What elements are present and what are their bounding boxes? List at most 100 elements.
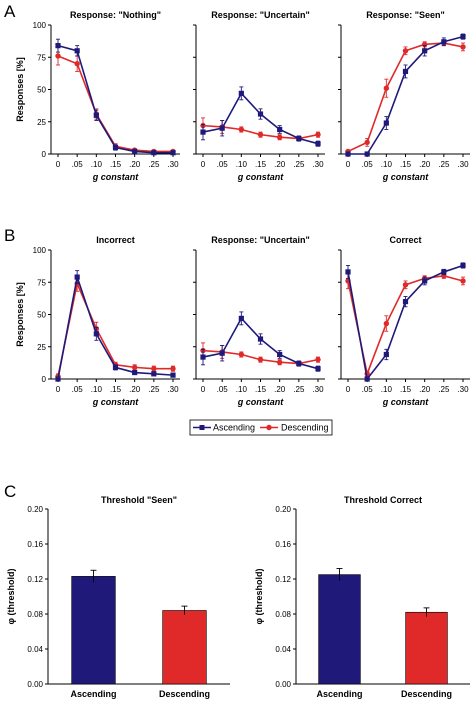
x-tick-label: 0: [346, 160, 351, 169]
panel-letter-a: A: [4, 2, 16, 21]
data-point-descending: [460, 44, 466, 50]
x-tick-label: 0: [201, 160, 206, 169]
data-point-ascending: [277, 351, 283, 358]
chart-title: Incorrect: [96, 235, 135, 245]
data-point-descending: [460, 278, 466, 284]
data-point-descending: [131, 364, 138, 371]
line-chart-4: Incorrect 0 25 50 75 100 Responses [%] 0 .05 .10.…: [15, 235, 180, 407]
data-point-ascending: [315, 141, 321, 147]
data-point-descending: [315, 356, 321, 363]
y-tick-label: 0.16: [27, 540, 43, 549]
x-tick-label: .10: [91, 160, 103, 169]
x-category-label: Ascending: [70, 689, 116, 699]
data-point-descending: [238, 126, 245, 133]
y-tick-label: 0.12: [275, 575, 291, 584]
data-point-ascending: [55, 43, 61, 49]
y-tick-label: 75: [37, 278, 46, 287]
y-tick-label: 25: [37, 118, 46, 127]
data-point-ascending: [112, 364, 119, 370]
x-axis-label: g constant: [382, 172, 430, 182]
data-point-ascending: [402, 68, 409, 75]
charts-layer: Response: "Nothing" 0 25 50 75 100 Responses […: [6, 10, 470, 699]
panel-letter-b: B: [4, 226, 15, 245]
x-tick-label: 0: [346, 385, 351, 394]
x-axis-label: g constant: [92, 172, 140, 182]
x-tick-label: .05: [72, 385, 84, 394]
data-point-descending: [170, 365, 176, 372]
data-point-descending: [74, 61, 80, 67]
y-tick-label: 0: [42, 150, 47, 159]
x-category-label: Ascending: [316, 689, 362, 699]
data-point-ascending: [112, 144, 119, 151]
y-axis-label: Responses [%]: [15, 282, 25, 347]
x-tick-label: .30: [167, 160, 179, 169]
data-point-descending: [383, 320, 390, 327]
x-tick-label: .05: [362, 385, 374, 394]
x-tick-label: .10: [91, 385, 103, 394]
x-tick-label: .25: [293, 385, 305, 394]
x-axis-label: g constant: [237, 397, 285, 407]
x-tick-label: 0: [201, 385, 206, 394]
data-point-ascending: [74, 48, 80, 54]
x-tick-label: 0: [56, 160, 61, 169]
x-tick-label: .20: [129, 385, 141, 394]
data-point-ascending: [132, 148, 138, 155]
data-point-ascending: [219, 125, 225, 131]
legend-ascending-label: Ascending: [213, 423, 255, 433]
x-tick-label: .15: [255, 385, 267, 394]
data-point-ascending: [257, 111, 264, 117]
line-chart-5: Response: "Uncertain" 0 .05 .10 .15 .20 .25 .30…: [193, 235, 325, 407]
bar-chart-2: Threshold Correct 0.00 0.04 0.08 0.12 0.16 0.2…: [254, 495, 470, 699]
x-category-label: Descending: [401, 689, 452, 699]
x-tick-label: .15: [400, 385, 412, 394]
x-axis-label: g constant: [382, 397, 430, 407]
data-point-descending: [151, 365, 157, 372]
y-axis-label: φ (threshold): [6, 569, 16, 625]
data-point-descending: [238, 351, 245, 358]
data-point-ascending: [132, 369, 138, 376]
y-axis-label: Responses [%]: [15, 57, 25, 122]
legend: Ascending Descending: [189, 419, 333, 436]
y-tick-label: 0: [42, 375, 47, 384]
x-tick-label: .05: [72, 160, 84, 169]
legend-descending-marker: [266, 424, 272, 431]
series-line-descending: [347, 42, 464, 153]
data-point-ascending: [364, 376, 370, 382]
x-tick-label: .15: [110, 160, 122, 169]
data-point-ascending: [151, 150, 157, 156]
data-point-ascending: [200, 354, 206, 360]
y-tick-label: 0.16: [275, 540, 291, 549]
y-tick-label: 0.00: [275, 680, 291, 689]
data-point-ascending: [238, 315, 244, 321]
bar-ascending: [71, 576, 116, 685]
data-point-descending: [276, 359, 283, 365]
y-tick-label: 50: [37, 86, 46, 95]
data-point-ascending: [402, 299, 409, 305]
data-point-ascending: [315, 366, 321, 372]
x-tick-label: .05: [217, 385, 229, 394]
y-tick-label: 100: [33, 21, 47, 30]
data-point-ascending: [238, 90, 244, 96]
x-tick-label: .10: [381, 385, 393, 394]
x-tick-label: .20: [274, 160, 286, 169]
y-tick-label: 0.04: [27, 645, 43, 654]
y-tick-label: 75: [37, 53, 46, 62]
chart-title: Response: "Seen": [366, 10, 445, 20]
line-chart-3: Response: "Seen" 0 .05 .10 .15 .20 .25 .30 g con…: [338, 10, 470, 182]
data-point-ascending: [364, 151, 370, 157]
data-point-ascending: [460, 34, 466, 40]
x-tick-label: .25: [438, 160, 450, 169]
data-point-descending: [383, 85, 390, 91]
data-point-ascending: [345, 151, 351, 157]
x-tick-label: .30: [312, 385, 324, 394]
data-point-descending: [364, 139, 370, 146]
bar-ascending: [318, 574, 361, 685]
chart-title: Correct: [389, 235, 421, 245]
x-tick-label: .25: [438, 385, 450, 394]
y-tick-label: 25: [37, 343, 46, 352]
data-point-ascending: [74, 274, 80, 280]
x-tick-label: .20: [419, 160, 431, 169]
data-point-ascending: [460, 262, 466, 269]
data-point-ascending: [441, 269, 447, 275]
